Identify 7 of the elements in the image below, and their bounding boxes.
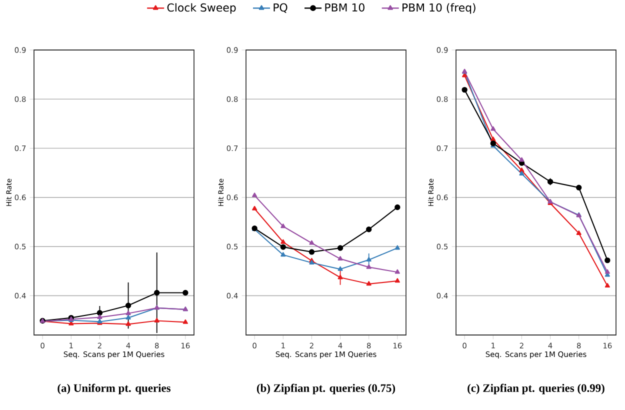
legend-label: PBM 10 (freq) <box>402 3 476 14</box>
legend-label: Clock Sweep <box>167 3 236 14</box>
text: (c) Zipfian pt. queries (0.99) <box>468 384 604 394</box>
text: (b) Zipfian pt. queries (0.75) <box>256 384 396 394</box>
legend-label: PQ <box>274 3 288 13</box>
legend-label: PBM 10 <box>325 3 364 12</box>
text: (a) Uniform pt. queries <box>58 384 171 394</box>
